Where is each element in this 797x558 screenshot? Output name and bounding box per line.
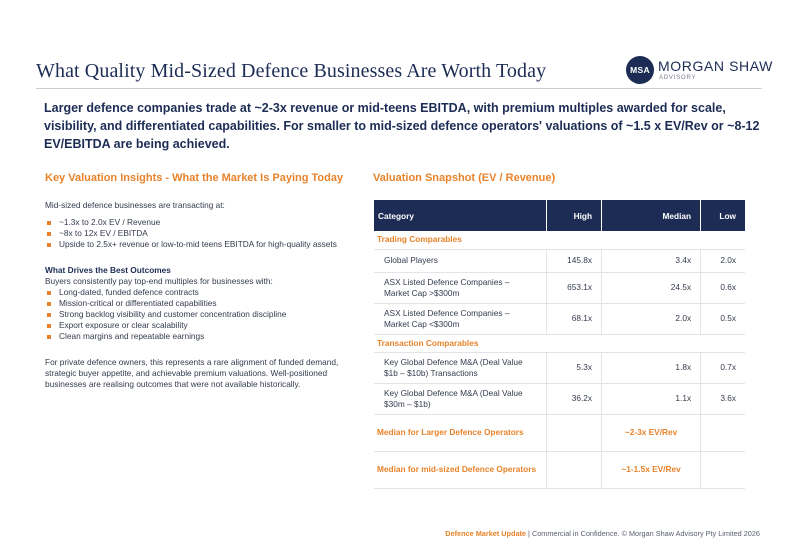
column-header: Category: [374, 200, 547, 231]
high-cell: 36.2x: [546, 383, 603, 415]
list-item: Long-dated, funded defence contracts: [45, 287, 345, 298]
closing-paragraph: For private defence owners, this represe…: [45, 357, 339, 389]
category-cell: Global Players: [374, 249, 547, 273]
page-footer: Defence Market Update | Commercial in Co…: [445, 529, 760, 538]
category-cell: ASX Listed Defence Companies – Market Ca…: [374, 272, 547, 304]
summary-label: Median for mid-sized Defence Operators: [374, 451, 547, 489]
list-item: Mission-critical or differentiated capab…: [45, 298, 345, 309]
table-row: Global Players 145.8x 3.4x 2.0x: [374, 249, 745, 273]
low-cell: [700, 451, 745, 489]
low-cell: [700, 414, 745, 452]
low-cell: 0.5x: [700, 303, 745, 335]
multiples-list: ~1.3x to 2.0x EV / Revenue ~8x to 12x EV…: [45, 217, 345, 250]
column-header: Low: [700, 200, 745, 231]
median-cell: 1.1x: [601, 383, 702, 415]
low-cell: 3.6x: [700, 383, 745, 415]
table-header-row: Category High Median Low: [374, 200, 745, 231]
summary-label: Median for Larger Defence Operators: [374, 414, 547, 452]
summary-row: Median for mid-sized Defence Operators ~…: [374, 451, 745, 489]
table-row: Key Global Defence M&A (Deal Value $1b –…: [374, 352, 745, 384]
category-cell: Key Global Defence M&A (Deal Value $30m …: [374, 383, 547, 415]
category-cell: Key Global Defence M&A (Deal Value $1b –…: [374, 352, 547, 384]
median-cell: 1.8x: [601, 352, 702, 384]
group-row: Trading Comparables: [374, 231, 745, 250]
column-header: Median: [601, 200, 702, 231]
drivers-heading: What Drives the Best Outcomes: [45, 265, 171, 275]
high-cell: 145.8x: [546, 249, 603, 273]
high-cell: 653.1x: [546, 272, 603, 304]
table-row: ASX Listed Defence Companies – Market Ca…: [374, 303, 745, 335]
low-cell: 0.7x: [700, 352, 745, 384]
summary-row: Median for Larger Defence Operators ~2-3…: [374, 414, 745, 452]
median-cell: 3.4x: [601, 249, 702, 273]
median-cell: 24.5x: [601, 272, 702, 304]
company-logo: MSA MORGAN SHAW ADVISORY: [626, 54, 772, 84]
median-cell: 2.0x: [601, 303, 702, 335]
header-divider: [36, 88, 762, 89]
lead-paragraph: Larger defence companies trade at ~2-3x …: [44, 101, 760, 151]
group-row: Transaction Comparables: [374, 334, 745, 353]
table-row: ASX Listed Defence Companies – Market Ca…: [374, 272, 745, 304]
logo-name: MORGAN SHAW: [658, 58, 773, 74]
list-item: Upside to 2.5x+ revenue or low-to-mid te…: [45, 239, 345, 250]
insights-intro: Mid-sized defence businesses are transac…: [45, 200, 225, 210]
list-item: Clean margins and repeatable earnings: [45, 331, 345, 342]
list-item: ~8x to 12x EV / EBITDA: [45, 228, 345, 239]
footer-text: | Commercial in Confidence. © Morgan Sha…: [526, 529, 760, 538]
high-cell: 5.3x: [546, 352, 603, 384]
high-cell: 68.1x: [546, 303, 603, 335]
table-row: Key Global Defence M&A (Deal Value $30m …: [374, 383, 745, 415]
drivers-intro: Buyers consistently pay top-end multiple…: [45, 276, 273, 286]
page-title: What Quality Mid-Sized Defence Businesse…: [36, 60, 547, 82]
list-item: ~1.3x to 2.0x EV / Revenue: [45, 217, 345, 228]
snapshot-heading: Valuation Snapshot (EV / Revenue): [373, 172, 556, 184]
summary-median: ~2-3x EV/Rev: [601, 414, 702, 452]
low-cell: 2.0x: [700, 249, 745, 273]
high-cell: [546, 414, 603, 452]
low-cell: 0.6x: [700, 272, 745, 304]
logo-monogram: MSA: [626, 56, 654, 84]
group-label: Transaction Comparables: [374, 334, 745, 353]
logo-subtitle: ADVISORY: [659, 75, 697, 81]
list-item: Export exposure or clear scalability: [45, 320, 345, 331]
insights-panel: Mid-sized defence businesses are transac…: [45, 200, 345, 390]
group-label: Trading Comparables: [374, 231, 745, 250]
summary-median: ~1-1.5x EV/Rev: [601, 451, 702, 489]
high-cell: [546, 451, 603, 489]
insights-heading: Key Valuation Insights - What the Market…: [45, 172, 344, 184]
column-header: High: [546, 200, 603, 231]
footer-label: Defence Market Update: [445, 529, 526, 538]
drivers-list: Long-dated, funded defence contracts Mis…: [45, 287, 345, 342]
valuation-table: Category High Median Low Trading Compara…: [374, 200, 745, 489]
category-cell: ASX Listed Defence Companies – Market Ca…: [374, 303, 547, 335]
list-item: Strong backlog visibility and customer c…: [45, 309, 345, 320]
